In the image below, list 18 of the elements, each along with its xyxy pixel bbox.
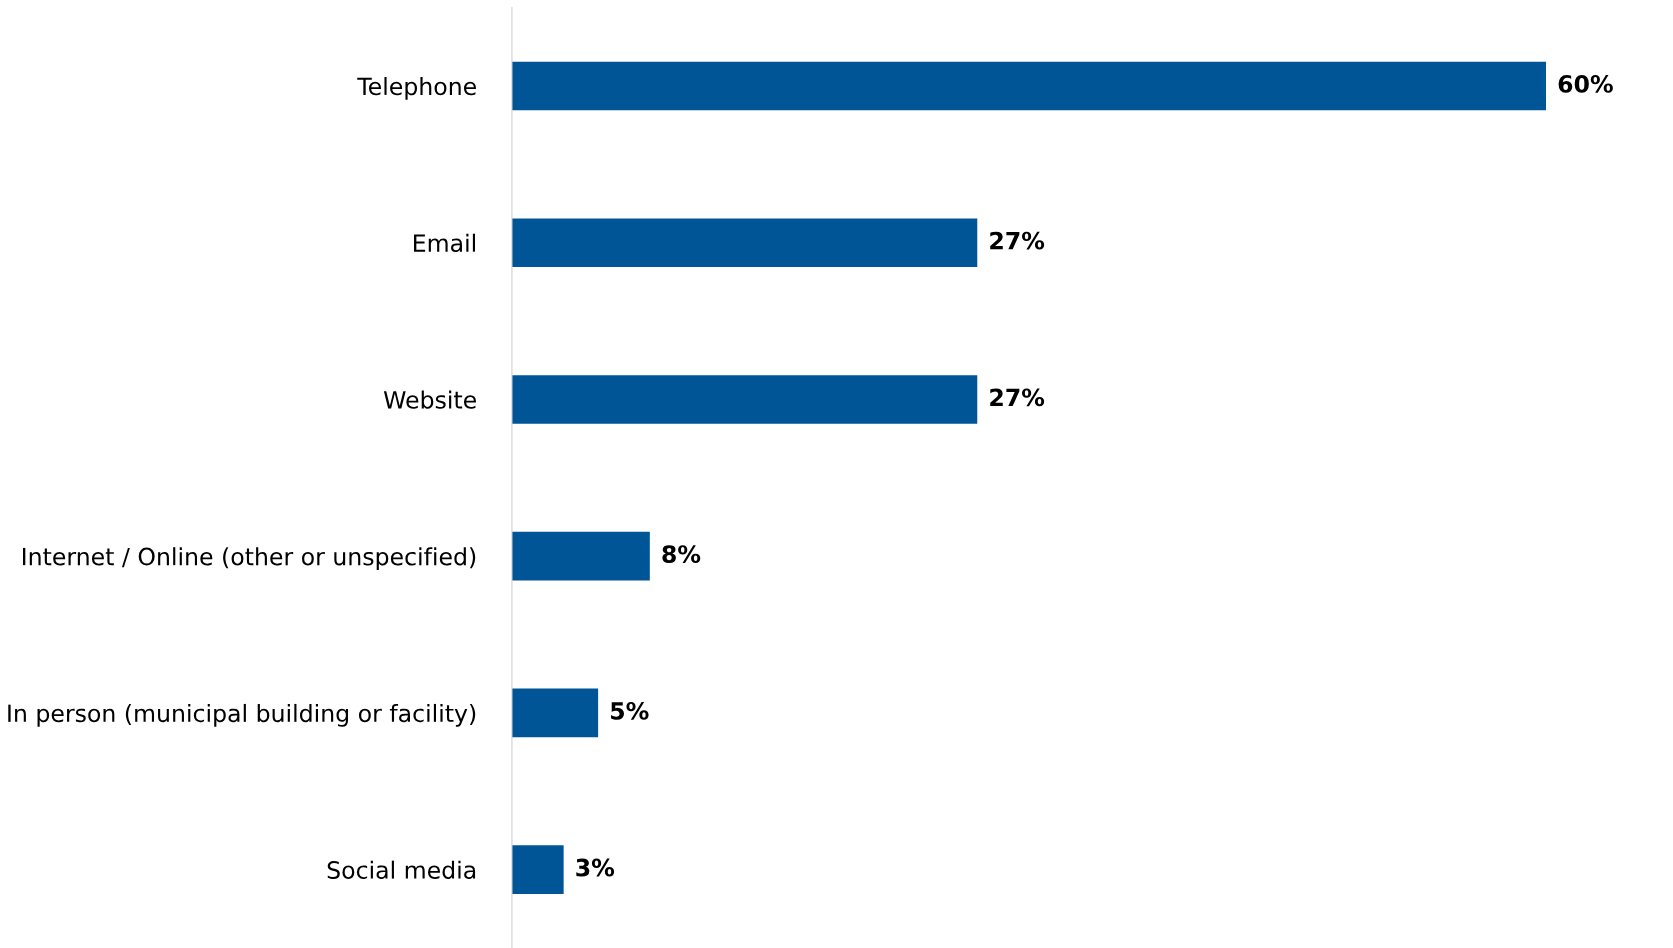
data-label: 60% xyxy=(1558,74,1613,93)
bar xyxy=(511,531,650,581)
y-tick-label: Telephone xyxy=(357,76,476,100)
data-label: 27% xyxy=(990,388,1045,407)
y-tick-label: In person (municipal building or facility) xyxy=(8,703,476,727)
y-tick-label: Website xyxy=(383,390,476,409)
y-tick-label: Social media xyxy=(327,860,476,879)
bar xyxy=(511,375,978,424)
y-tick-label: Email xyxy=(414,233,475,252)
bar xyxy=(511,218,978,267)
bar xyxy=(511,845,564,894)
data-label: 5% xyxy=(611,701,649,720)
bar xyxy=(511,688,599,738)
data-label: 3% xyxy=(576,858,615,877)
bar xyxy=(511,61,1547,111)
data-label: 8% xyxy=(662,545,701,564)
data-label: 27% xyxy=(990,231,1045,250)
y-tick-label: Internet / Online (other or unspecified) xyxy=(22,547,476,571)
